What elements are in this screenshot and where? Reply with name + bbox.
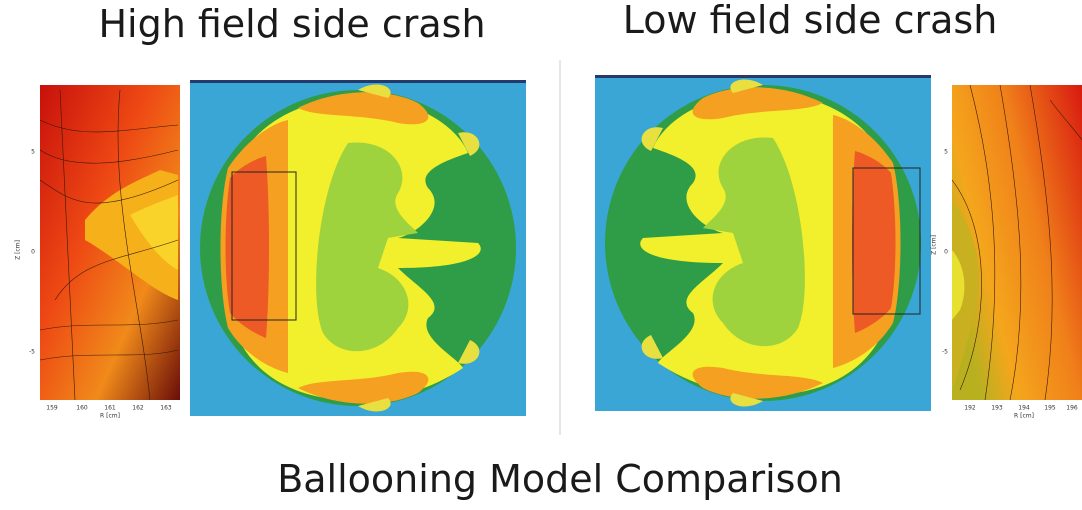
x-tick-label: 193 <box>991 405 1003 412</box>
y-tick-label: 0 <box>944 249 948 256</box>
x-tick-label: 196 <box>1066 405 1078 412</box>
left-simulation-image <box>190 80 526 416</box>
x-tick-label: 194 <box>1018 405 1030 412</box>
x-axis-label: R [cm] <box>100 413 120 420</box>
x-tick-label: 162 <box>132 405 144 412</box>
x-axis-label: R [cm] <box>1014 413 1034 420</box>
left-contour <box>40 85 180 400</box>
y-axis-label: Z [cm] <box>931 235 938 255</box>
figure: High field side crash Low field side cra… <box>0 0 1082 510</box>
right-title: Low field side crash <box>623 0 998 42</box>
x-tick-label: 161 <box>104 405 116 412</box>
y-tick-label: -5 <box>942 349 948 356</box>
y-tick-label: 5 <box>944 149 948 156</box>
x-tick-label: 192 <box>964 405 976 412</box>
bottom-title: Ballooning Model Comparison <box>277 457 843 501</box>
x-tick-label: 163 <box>160 405 172 412</box>
y-tick-label: 0 <box>31 249 35 256</box>
y-axis-label: Z [cm] <box>15 240 22 260</box>
x-tick-label: 195 <box>1044 405 1056 412</box>
y-tick-label: -5 <box>29 349 35 356</box>
x-tick-label: 159 <box>46 405 58 412</box>
right-simulation-image <box>595 75 931 411</box>
x-tick-label: 160 <box>76 405 88 412</box>
left-title: High field side crash <box>98 2 485 46</box>
y-tick-label: 5 <box>31 149 35 156</box>
right-contour <box>952 85 1082 400</box>
